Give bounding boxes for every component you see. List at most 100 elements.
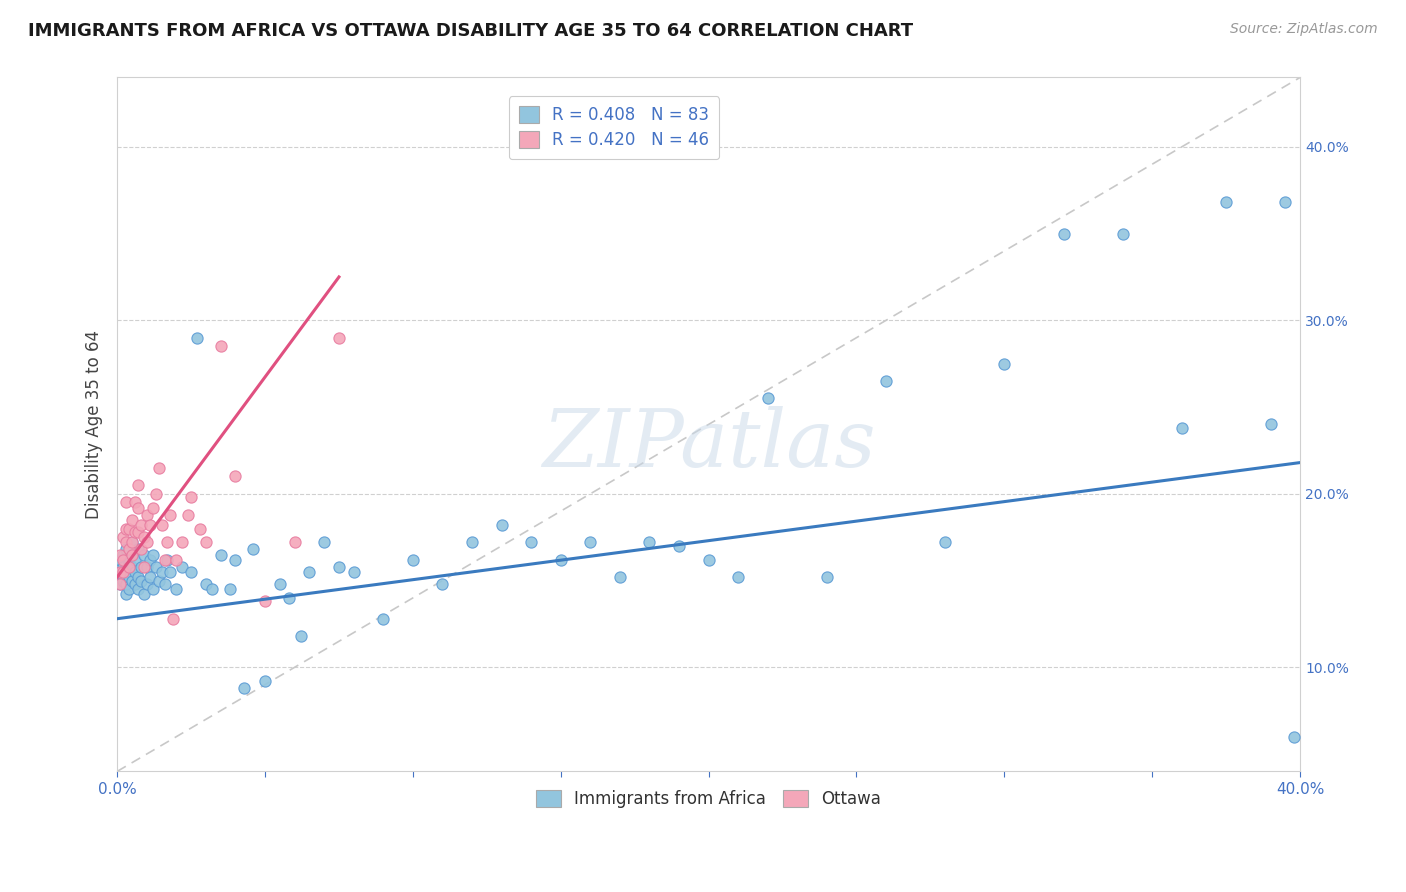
Point	[209, 339, 232, 353]
Point	[108, 577, 131, 591]
Point	[314, 535, 336, 549]
Point	[697, 552, 720, 566]
Point	[129, 518, 152, 533]
Point	[815, 570, 838, 584]
Point	[124, 552, 146, 566]
Point	[224, 552, 246, 566]
Point	[550, 552, 572, 566]
Point	[118, 570, 141, 584]
Point	[121, 559, 143, 574]
Point	[132, 530, 155, 544]
Point	[112, 559, 135, 574]
Point	[138, 570, 160, 584]
Point	[284, 535, 307, 549]
Y-axis label: Disability Age 35 to 64: Disability Age 35 to 64	[86, 330, 103, 519]
Point	[135, 508, 157, 522]
Point	[343, 565, 366, 579]
Point	[135, 535, 157, 549]
Point	[1215, 195, 1237, 210]
Point	[108, 577, 131, 591]
Text: Source: ZipAtlas.com: Source: ZipAtlas.com	[1230, 22, 1378, 37]
Point	[1111, 227, 1133, 241]
Point	[118, 521, 141, 535]
Text: IMMIGRANTS FROM AFRICA VS OTTAWA DISABILITY AGE 35 TO 64 CORRELATION CHART: IMMIGRANTS FROM AFRICA VS OTTAWA DISABIL…	[28, 22, 914, 40]
Point	[127, 570, 149, 584]
Point	[115, 542, 138, 557]
Point	[148, 460, 170, 475]
Point	[1282, 730, 1305, 744]
Point	[121, 535, 143, 549]
Point	[148, 574, 170, 588]
Point	[127, 582, 149, 597]
Point	[156, 552, 179, 566]
Point	[115, 495, 138, 509]
Point	[112, 530, 135, 544]
Point	[138, 518, 160, 533]
Point	[328, 331, 350, 345]
Point	[121, 574, 143, 588]
Point	[153, 577, 176, 591]
Point	[118, 559, 141, 574]
Point	[290, 629, 312, 643]
Point	[156, 535, 179, 549]
Point	[142, 548, 165, 562]
Point	[194, 535, 217, 549]
Point	[121, 535, 143, 549]
Point	[118, 556, 141, 570]
Legend: Immigrants from Africa, Ottawa: Immigrants from Africa, Ottawa	[530, 783, 887, 815]
Point	[934, 535, 956, 549]
Point	[254, 674, 277, 689]
Point	[127, 500, 149, 515]
Point	[180, 565, 202, 579]
Point	[145, 559, 167, 574]
Point	[135, 577, 157, 591]
Point	[269, 577, 291, 591]
Point	[373, 612, 395, 626]
Point	[224, 469, 246, 483]
Point	[1260, 417, 1282, 432]
Point	[145, 487, 167, 501]
Point	[233, 681, 256, 695]
Text: ZIPatlas: ZIPatlas	[541, 407, 876, 484]
Point	[165, 552, 187, 566]
Point	[993, 357, 1015, 371]
Point	[132, 548, 155, 562]
Point	[727, 570, 749, 584]
Point	[579, 535, 602, 549]
Point	[328, 559, 350, 574]
Point	[115, 565, 138, 579]
Point	[1171, 421, 1194, 435]
Point	[108, 565, 131, 579]
Point	[115, 587, 138, 601]
Point	[112, 565, 135, 579]
Point	[172, 559, 194, 574]
Point	[121, 513, 143, 527]
Point	[112, 548, 135, 562]
Point	[201, 582, 224, 597]
Point	[194, 577, 217, 591]
Point	[491, 518, 513, 533]
Point	[218, 582, 240, 597]
Point	[115, 521, 138, 535]
Point	[172, 535, 194, 549]
Point	[162, 612, 184, 626]
Point	[142, 582, 165, 597]
Point	[1274, 195, 1296, 210]
Point	[298, 565, 321, 579]
Point	[138, 552, 160, 566]
Point	[150, 518, 173, 533]
Point	[609, 570, 631, 584]
Point	[121, 548, 143, 562]
Point	[118, 542, 141, 557]
Point	[124, 495, 146, 509]
Point	[127, 524, 149, 539]
Point	[180, 490, 202, 504]
Point	[209, 548, 232, 562]
Point	[121, 548, 143, 562]
Point	[1052, 227, 1074, 241]
Point	[242, 542, 264, 557]
Point	[124, 524, 146, 539]
Point	[638, 535, 661, 549]
Point	[115, 535, 138, 549]
Point	[402, 552, 425, 566]
